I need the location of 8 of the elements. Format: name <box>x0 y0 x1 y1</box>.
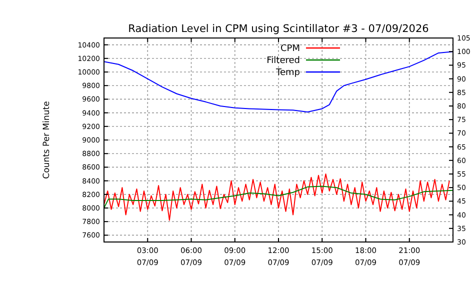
line-series <box>104 51 453 112</box>
legend-label: Temp <box>275 68 300 78</box>
legend-label: Filtered <box>266 56 300 66</box>
y-axis-title: Counts Per Minute <box>42 101 52 179</box>
line-series <box>104 174 450 221</box>
line-series <box>104 186 453 208</box>
chart-title: Radiation Level in CPM using Scintillator #3 - 07/09/2026 <box>128 23 430 35</box>
legend-label: CPM <box>280 44 300 54</box>
